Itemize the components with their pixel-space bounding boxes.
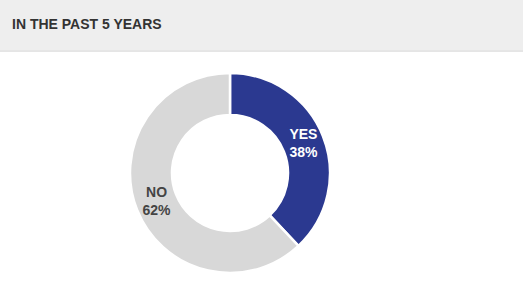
data-label: 38%	[289, 144, 318, 160]
slices	[130, 73, 330, 273]
separator	[0, 51, 523, 52]
slice	[130, 73, 298, 273]
chart: IN THE PAST 5 YEARS YES 38% NO 62%	[0, 0, 523, 293]
category-label: NO	[146, 184, 167, 200]
category-label: YES	[289, 126, 317, 142]
header-bar	[0, 0, 523, 50]
slice	[230, 73, 330, 246]
title: IN THE PAST 5 YEARS	[12, 16, 162, 32]
data-label: 62%	[143, 202, 172, 218]
